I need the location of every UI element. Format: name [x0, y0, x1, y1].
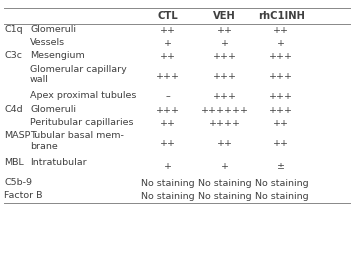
Text: +++: +++ [156, 72, 180, 81]
Text: ±: ± [278, 162, 285, 171]
Text: +: + [164, 39, 172, 48]
Text: Tubular basal mem-
brane: Tubular basal mem- brane [30, 131, 124, 151]
Text: +: + [221, 162, 229, 171]
Text: No staining: No staining [198, 179, 252, 188]
Text: No staining: No staining [141, 192, 195, 201]
Text: +++: +++ [269, 92, 293, 101]
Text: C5b-9: C5b-9 [4, 178, 32, 187]
Text: Vessels: Vessels [30, 38, 65, 47]
Text: ++++: ++++ [209, 119, 241, 128]
Text: –: – [166, 92, 171, 101]
Text: VEH: VEH [213, 11, 236, 21]
Text: MBL: MBL [4, 158, 24, 167]
Text: Peritubular capillaries: Peritubular capillaries [30, 118, 133, 127]
Text: Factor B: Factor B [4, 191, 43, 200]
Text: C4d: C4d [4, 104, 23, 114]
Text: +++: +++ [269, 72, 293, 81]
Text: +++: +++ [213, 92, 237, 101]
Text: ++: ++ [273, 139, 290, 148]
Text: C1q: C1q [4, 25, 23, 34]
Text: +: + [221, 39, 229, 48]
Text: ++: ++ [160, 26, 176, 35]
Text: +++: +++ [269, 52, 293, 61]
Text: ++++++: ++++++ [201, 106, 249, 115]
Text: Glomerular capillary
wall: Glomerular capillary wall [30, 65, 127, 84]
Text: ++: ++ [217, 26, 233, 35]
Text: +++: +++ [213, 72, 237, 81]
Text: ++: ++ [160, 139, 176, 148]
Text: +++: +++ [156, 106, 180, 115]
Text: Glomeruli: Glomeruli [30, 25, 76, 34]
Text: +: + [278, 39, 285, 48]
Text: +++: +++ [269, 106, 293, 115]
Text: +: + [164, 162, 172, 171]
Text: ++: ++ [273, 26, 290, 35]
Text: No staining: No staining [255, 179, 308, 188]
Text: rhC1INH: rhC1INH [258, 11, 305, 21]
Text: Glomeruli: Glomeruli [30, 104, 76, 114]
Text: ++: ++ [160, 119, 176, 128]
Text: No staining: No staining [141, 179, 195, 188]
Text: No staining: No staining [255, 192, 308, 201]
Text: MASP: MASP [4, 131, 31, 140]
Text: ++: ++ [217, 139, 233, 148]
Text: No staining: No staining [198, 192, 252, 201]
Text: Apex proximal tubules: Apex proximal tubules [30, 91, 136, 100]
Text: CTL: CTL [158, 11, 178, 21]
Text: C3c: C3c [4, 51, 22, 60]
Text: Mesengium: Mesengium [30, 51, 85, 60]
Text: Intratubular: Intratubular [30, 158, 87, 167]
Text: +++: +++ [213, 52, 237, 61]
Text: ++: ++ [273, 119, 290, 128]
Text: ++: ++ [160, 52, 176, 61]
